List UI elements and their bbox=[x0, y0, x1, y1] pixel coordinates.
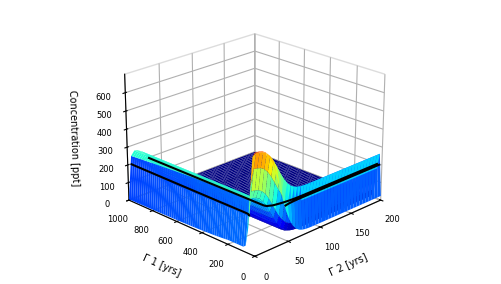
X-axis label: Γ 2 [yrs]: Γ 2 [yrs] bbox=[327, 252, 368, 278]
Y-axis label: Γ 1 [yrs]: Γ 1 [yrs] bbox=[140, 252, 181, 278]
